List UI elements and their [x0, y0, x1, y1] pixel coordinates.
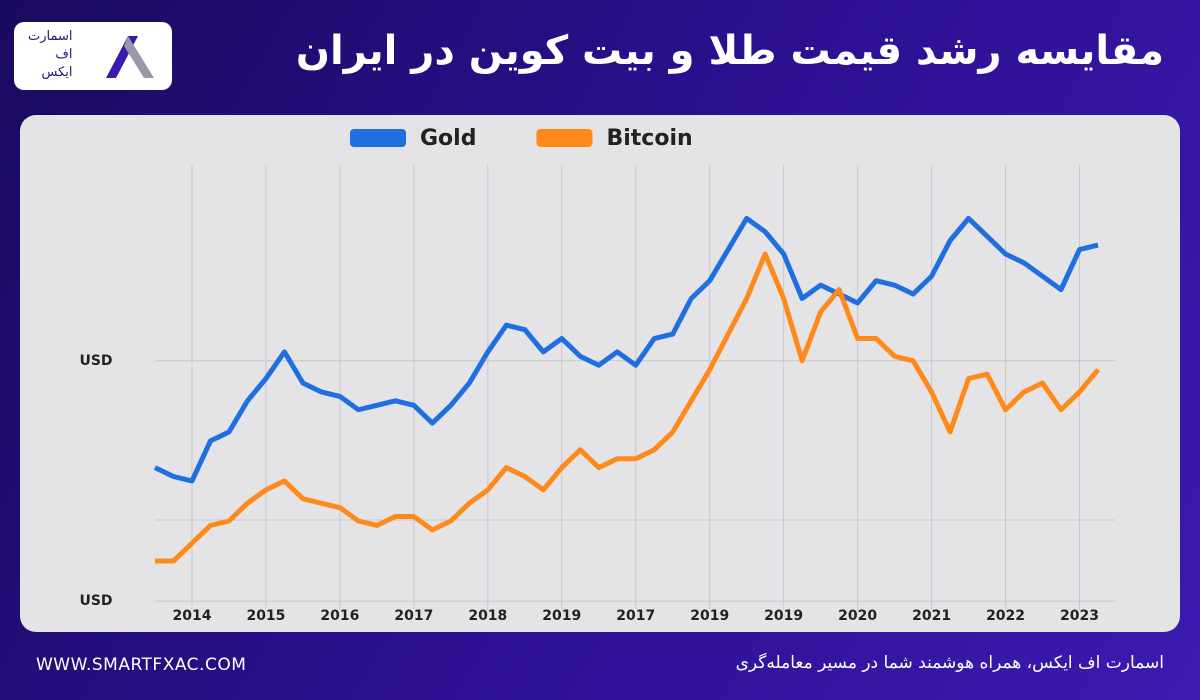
logo: اسمارت اف ایکس — [14, 22, 172, 90]
x-tick-label: 2019 — [764, 608, 803, 624]
x-tick-label: 2015 — [246, 608, 285, 624]
x-tick-label: 2018 — [468, 608, 507, 624]
legend-label: Bitcoin — [606, 126, 692, 151]
x-tick-label: 2017 — [616, 608, 655, 624]
x-tick-label: 2019 — [690, 608, 729, 624]
legend-label: Gold — [420, 126, 476, 151]
footer-tagline: اسمارت اف ایکس، همراه هوشمند شما در مسیر… — [735, 653, 1164, 673]
y-tick-label: USD — [79, 593, 112, 609]
data-line — [153, 215, 1099, 484]
x-tick-label: 2023 — [1060, 608, 1099, 624]
footer-url: WWW.SMARTFXAC.COM — [36, 655, 247, 675]
x-tick-label: 2022 — [986, 608, 1025, 624]
legend-swatch — [350, 129, 406, 147]
logo-text: اسمارت اف ایکس — [28, 28, 73, 82]
x-tick-label: 2020 — [838, 608, 877, 624]
chart: 2014 2015 2016 2017 2018 2019 2017 2019 2019 2020… — [79, 126, 1115, 624]
x-tick-label: 2017 — [394, 608, 433, 624]
x-tick-label: 2014 — [172, 608, 211, 624]
data-line — [155, 251, 1100, 564]
logo-line: ایکس — [41, 65, 73, 80]
legend-swatch — [536, 129, 593, 147]
logo-line: اسمارت — [28, 29, 73, 44]
page-title: مقایسه رشد قیمت طلا و بیت کوین در ایران — [295, 28, 1164, 74]
x-tick-label: 2019 — [542, 608, 581, 624]
chart-panel: 2014 2015 2016 2017 2018 2019 2017 2019 2019 2020… — [20, 115, 1180, 632]
y-tick-label: USD — [79, 353, 112, 369]
logo-icon — [106, 36, 154, 78]
x-tick-label: 2016 — [320, 608, 359, 624]
x-tick-label: 2021 — [912, 608, 951, 624]
logo-line: اف — [55, 47, 73, 62]
